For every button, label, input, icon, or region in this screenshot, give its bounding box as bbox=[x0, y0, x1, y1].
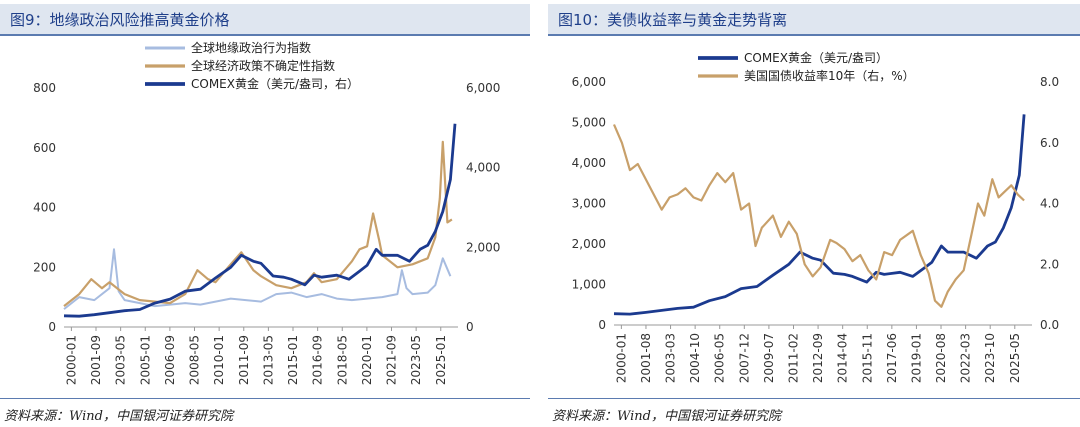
y-left-tick-label: 0 bbox=[598, 318, 606, 332]
x-tick-label: 2011-02 bbox=[786, 333, 800, 383]
x-tick-label: 2016-09 bbox=[311, 335, 325, 385]
y-left-tick-label: 6,000 bbox=[572, 75, 606, 89]
x-tick-label: 2000-01 bbox=[64, 335, 78, 385]
legend-label: COMEX黄金（美元/盎司，右） bbox=[191, 76, 359, 91]
y-left-tick-label: 400 bbox=[33, 201, 56, 215]
x-tick-label: 2004-10 bbox=[688, 333, 702, 383]
y-right-tick-label: 6.0 bbox=[1040, 136, 1059, 150]
y-left-tick-label: 3,000 bbox=[572, 197, 606, 211]
x-tick-label: 2008-05 bbox=[188, 335, 202, 385]
y-left-tick-label: 4,000 bbox=[572, 156, 606, 170]
y-left-tick-label: 1,000 bbox=[572, 278, 606, 292]
x-tick-label: 2021-09 bbox=[385, 335, 399, 385]
chart-title: 图10：美债收益率与黄金走势背离 bbox=[558, 11, 788, 29]
x-tick-label: 2023-10 bbox=[983, 333, 997, 383]
y-right-tick-label: 2,000 bbox=[466, 240, 500, 254]
x-tick-label: 2006-05 bbox=[713, 333, 727, 383]
x-tick-label: 2003-05 bbox=[114, 335, 128, 385]
y-left-tick-label: 600 bbox=[33, 141, 56, 155]
chart-panel-left: 图9：地缘政治风险推高黄金价格 0 200 400 600 800 0 2,000 4,000… bbox=[0, 0, 530, 427]
bottom-divider bbox=[0, 398, 530, 399]
yield-gold-divergence-chart: 0 1,000 2,000 3,000 4,000 5,000 6,000 0.0 2.0 4.0… bbox=[572, 50, 1059, 383]
x-tick-label: 2020-01 bbox=[360, 335, 374, 385]
series-line-2 bbox=[63, 123, 457, 318]
chart-title-bar: 图9：地缘政治风险推高黄金价格 bbox=[0, 4, 530, 36]
geopolitical-gold-chart: 0 200 400 600 800 0 2,000 4,000 6,000 2000-01 2001… bbox=[33, 40, 500, 385]
x-tick-label: 2022-03 bbox=[959, 333, 973, 383]
x-tick-label: 2019-01 bbox=[909, 333, 923, 383]
x-tick-label: 2018-05 bbox=[335, 335, 349, 385]
chart-panel-right: 图10：美债收益率与黄金走势背离 0 1,000 2,000 3,000 4,000 5,… bbox=[548, 0, 1080, 427]
y-left-tick-label: 800 bbox=[33, 81, 56, 95]
y-right-tick-label: 4.0 bbox=[1040, 197, 1059, 211]
x-tick-label: 2006-09 bbox=[163, 335, 177, 385]
x-tick-label: 2023-05 bbox=[409, 335, 423, 385]
x-tick-label: 2015-11 bbox=[860, 333, 874, 383]
x-tick-label: 2015-01 bbox=[286, 335, 300, 385]
series-line-0 bbox=[63, 248, 452, 310]
y-left-tick-label: 2,000 bbox=[572, 237, 606, 251]
y-left-tick-label: 5,000 bbox=[572, 116, 606, 130]
x-tick-label: 2007-12 bbox=[737, 333, 751, 383]
series-line-1 bbox=[63, 140, 453, 307]
y-right-tick-label: 6,000 bbox=[466, 81, 500, 95]
x-tick-label: 2001-09 bbox=[89, 335, 103, 385]
x-tick-label: 2025-05 bbox=[1008, 333, 1022, 383]
y-left-tick-label: 0 bbox=[48, 320, 56, 334]
x-tick-label: 2001-08 bbox=[639, 333, 653, 383]
x-tick-label: 2013-05 bbox=[261, 335, 275, 385]
x-tick-label: 2011-09 bbox=[237, 335, 251, 385]
x-tick-label: 2020-08 bbox=[934, 333, 948, 383]
y-right-tick-label: 0.0 bbox=[1040, 318, 1059, 332]
x-tick-label: 2005-01 bbox=[138, 335, 152, 385]
legend-label: 全球经济政策不确定性指数 bbox=[191, 58, 335, 73]
x-tick-label: 2003-03 bbox=[664, 333, 678, 383]
series-line-1 bbox=[612, 124, 1025, 308]
y-right-tick-label: 2.0 bbox=[1040, 257, 1059, 271]
bottom-divider bbox=[548, 398, 1080, 399]
x-tick-label: 2012-09 bbox=[811, 333, 825, 383]
legend-label: 全球地缘政治行为指数 bbox=[191, 40, 311, 55]
x-tick-label: 2000-01 bbox=[614, 333, 628, 383]
chart-title-bar: 图10：美债收益率与黄金走势背离 bbox=[548, 4, 1080, 36]
y-left-tick-label: 200 bbox=[33, 260, 56, 274]
legend-label: COMEX黄金（美元/盎司） bbox=[744, 50, 888, 65]
source-note: 资料来源：Wind，中国银河证券研究院 bbox=[4, 409, 233, 424]
x-tick-label: 2009-07 bbox=[762, 333, 776, 383]
legend-label: 美国国债收益率10年（右，%） bbox=[744, 68, 915, 83]
y-right-tick-label: 4,000 bbox=[466, 161, 500, 175]
x-tick-label: 2025-01 bbox=[434, 335, 448, 385]
y-right-tick-label: 8.0 bbox=[1040, 75, 1059, 89]
x-tick-label: 2010-01 bbox=[212, 335, 226, 385]
source-note: 资料来源：Wind，中国银河证券研究院 bbox=[552, 409, 781, 424]
x-tick-label: 2017-06 bbox=[885, 333, 899, 383]
y-right-tick-label: 0 bbox=[466, 320, 474, 334]
chart-title: 图9：地缘政治风险推高黄金价格 bbox=[10, 11, 230, 29]
series-line-0 bbox=[613, 114, 1026, 316]
x-tick-label: 2014-04 bbox=[836, 333, 850, 383]
